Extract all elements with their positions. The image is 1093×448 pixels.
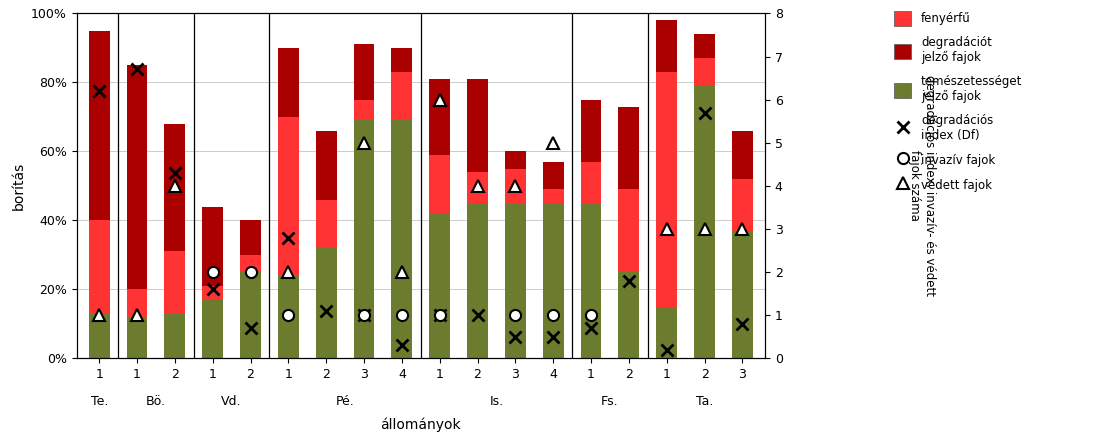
Bar xyxy=(240,255,261,272)
Bar xyxy=(467,79,487,172)
Bar xyxy=(89,30,109,220)
Bar xyxy=(430,79,450,155)
Bar xyxy=(580,203,601,358)
Bar xyxy=(580,162,601,203)
Bar xyxy=(430,155,450,214)
Bar xyxy=(732,231,753,358)
Bar xyxy=(580,99,601,162)
Bar xyxy=(694,58,715,86)
Y-axis label: degradációs index, invazív- és védett
fajok száma: degradációs index, invazív- és védett fa… xyxy=(907,75,936,297)
Bar xyxy=(164,314,186,358)
Bar xyxy=(202,286,223,300)
Bar xyxy=(694,34,715,58)
Bar xyxy=(391,48,412,72)
Bar xyxy=(391,72,412,121)
Bar xyxy=(543,162,564,190)
Bar xyxy=(354,44,375,99)
Text: Bö.: Bö. xyxy=(146,395,166,408)
Bar xyxy=(543,203,564,358)
Bar xyxy=(467,203,487,358)
Bar xyxy=(89,220,109,314)
Bar xyxy=(505,168,526,203)
Text: Te.: Te. xyxy=(91,395,108,408)
Bar xyxy=(278,117,298,276)
Bar xyxy=(202,300,223,358)
Text: Fs.: Fs. xyxy=(601,395,619,408)
Bar xyxy=(505,151,526,168)
Bar xyxy=(732,179,753,231)
Bar xyxy=(89,314,109,358)
Bar xyxy=(278,48,298,117)
Y-axis label: borítás: borítás xyxy=(11,162,25,210)
Bar xyxy=(127,289,148,317)
Bar xyxy=(656,72,678,307)
Bar xyxy=(619,272,639,358)
Bar xyxy=(619,107,639,190)
Text: Pé.: Pé. xyxy=(336,395,354,408)
Text: Is.: Is. xyxy=(490,395,504,408)
X-axis label: állományok: állományok xyxy=(380,417,461,432)
Bar xyxy=(240,220,261,255)
Text: Ta.: Ta. xyxy=(696,395,714,408)
Bar xyxy=(127,317,148,358)
Bar xyxy=(164,124,186,251)
Bar xyxy=(467,172,487,203)
Bar xyxy=(202,207,223,286)
Bar xyxy=(505,203,526,358)
Bar xyxy=(316,200,337,248)
Bar xyxy=(354,121,375,358)
Bar xyxy=(164,251,186,314)
Bar xyxy=(391,121,412,358)
Bar xyxy=(694,86,715,358)
Bar xyxy=(656,307,678,358)
Bar xyxy=(656,20,678,72)
Bar xyxy=(732,131,753,179)
Bar xyxy=(430,214,450,358)
Text: Vd.: Vd. xyxy=(222,395,242,408)
Legend: fenyérfű, degradációt
jelző fajok, temészetességet
jelző fajok, degradációs
inde: fenyérfű, degradációt jelző fajok, temés… xyxy=(889,7,1027,197)
Bar xyxy=(278,276,298,358)
Bar xyxy=(543,190,564,203)
Bar xyxy=(354,100,375,121)
Bar xyxy=(240,272,261,358)
Bar xyxy=(127,65,148,289)
Bar xyxy=(316,131,337,200)
Bar xyxy=(619,190,639,272)
Bar xyxy=(316,248,337,358)
